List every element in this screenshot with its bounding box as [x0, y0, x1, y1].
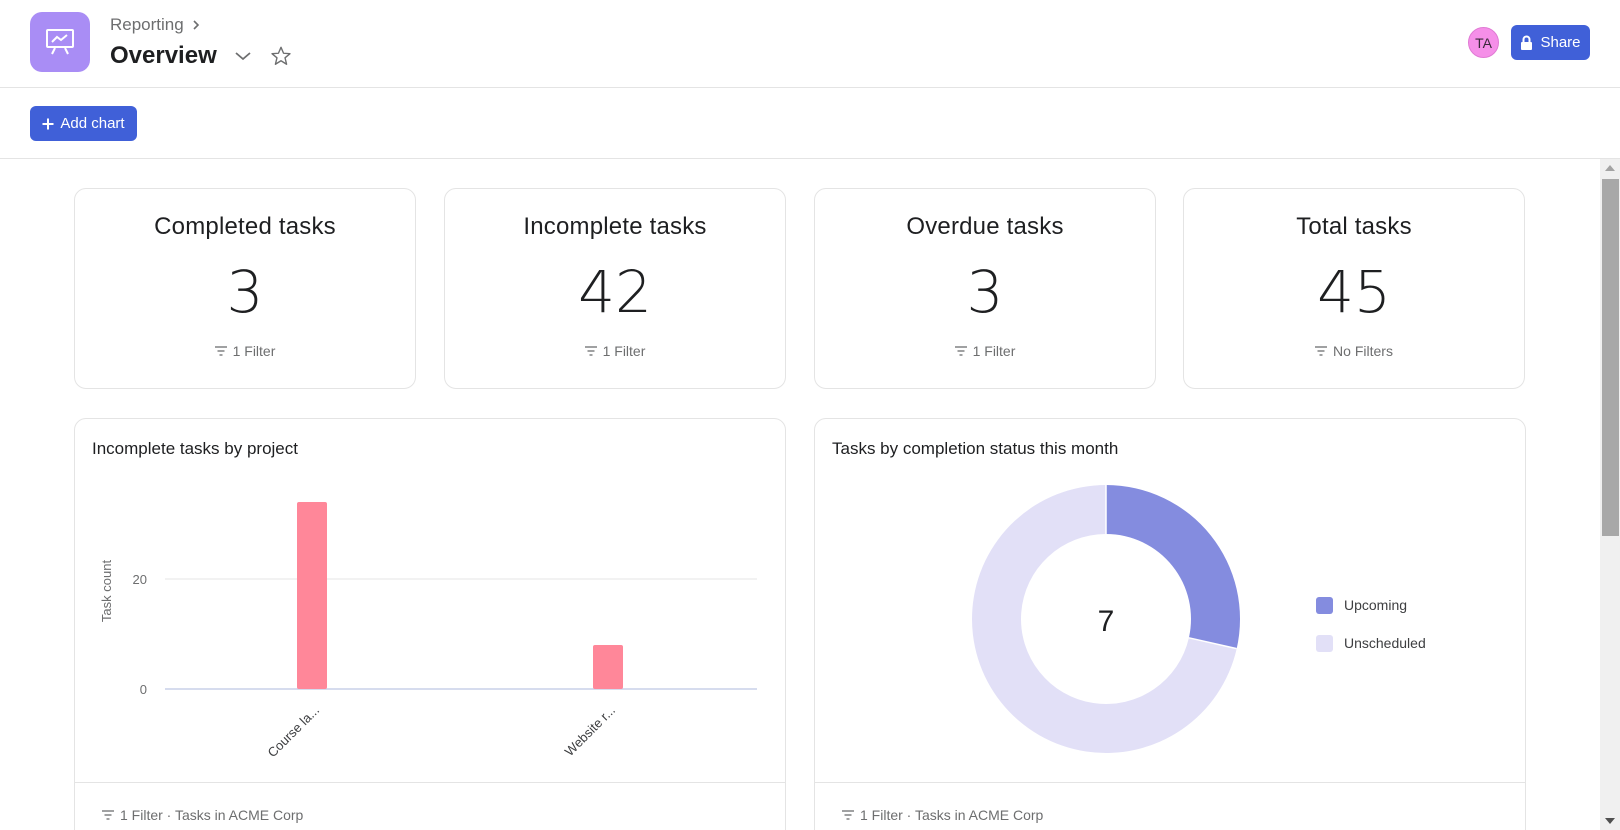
stat-title: Total tasks — [1296, 213, 1412, 240]
stat-title: Overdue tasks — [906, 213, 1064, 240]
scroll-down-button[interactable] — [1600, 812, 1620, 830]
legend-label: Upcoming — [1344, 597, 1408, 613]
filter-icon — [584, 346, 597, 356]
add-chart-button[interactable]: Add chart — [30, 106, 137, 141]
center-value: 7 — [1098, 605, 1115, 638]
chart-title: Incomplete tasks by project — [92, 439, 298, 458]
x-tick: Website r... — [562, 703, 618, 759]
filter-icon — [954, 346, 967, 356]
stat-filter: 1 Filter — [75, 343, 415, 359]
legend-label: Unscheduled — [1344, 635, 1426, 651]
arrow-up-icon — [1605, 165, 1615, 171]
stat-title: Incomplete tasks — [523, 213, 707, 240]
favorite-button[interactable] — [269, 44, 293, 68]
y-tick: 20 — [133, 572, 147, 587]
stat-value: 3 — [226, 258, 264, 326]
chart-legend: Upcoming Unscheduled — [1316, 594, 1426, 670]
breadcrumb-reporting[interactable]: Reporting — [110, 15, 184, 34]
reporting-app-icon — [30, 12, 90, 72]
filter-icon — [842, 810, 854, 820]
stat-card-overdue[interactable]: Overdue tasks 3 1 Filter — [814, 188, 1156, 389]
stat-filter: No Filters — [1184, 343, 1524, 359]
bar-course[interactable] — [297, 502, 327, 689]
filter-label: 1 Filter — [972, 343, 1016, 359]
stat-filter: 1 Filter — [815, 343, 1155, 359]
user-avatar[interactable]: TA — [1468, 27, 1499, 58]
filter-label: 1 Filter — [602, 343, 646, 359]
chart-card-completion-status[interactable]: Tasks by completion status this month 7 … — [814, 418, 1526, 830]
presentation-chart-icon — [46, 29, 74, 55]
star-icon — [271, 46, 291, 65]
stat-value: 45 — [1317, 258, 1391, 326]
share-button[interactable]: Share — [1511, 25, 1590, 60]
toolbar: Add chart — [0, 88, 1620, 159]
chart-title: Tasks by completion status this month — [832, 439, 1119, 458]
y-axis-label: Task count — [99, 560, 114, 623]
y-tick: 0 — [140, 682, 147, 697]
donut-chart: 7 — [972, 485, 1241, 753]
page-header: Reporting Overview TA Share — [0, 0, 1620, 88]
stat-value: 3 — [966, 258, 1004, 326]
swatch-upcoming — [1316, 596, 1333, 614]
chevron-right-icon — [193, 20, 199, 30]
arrow-down-icon — [1605, 818, 1615, 824]
vertical-scrollbar[interactable] — [1600, 159, 1620, 830]
legend-item-upcoming[interactable]: Upcoming — [1316, 594, 1426, 616]
bar-website[interactable] — [593, 645, 623, 689]
stat-value: 42 — [578, 258, 652, 326]
stat-title: Completed tasks — [154, 213, 336, 240]
footer-label: 1 Filter · Tasks in ACME Corp — [120, 807, 304, 823]
scroll-up-button[interactable] — [1600, 159, 1620, 177]
filter-icon — [102, 810, 114, 820]
chevron-down-icon — [235, 52, 251, 61]
plus-icon — [42, 118, 54, 129]
footer-label: 1 Filter · Tasks in ACME Corp — [860, 807, 1044, 823]
swatch-unscheduled — [1316, 634, 1333, 652]
scroll-thumb[interactable] — [1602, 179, 1619, 536]
stat-card-completed[interactable]: Completed tasks 3 1 Filter — [74, 188, 416, 389]
filter-icon — [1315, 346, 1328, 356]
stat-filter: 1 Filter — [445, 343, 785, 359]
filter-label: 1 Filter — [232, 343, 276, 359]
chart-card-incomplete-by-project[interactable]: Incomplete tasks by project 20 0 Task co… — [74, 418, 786, 830]
x-tick: Course la... — [265, 703, 323, 761]
page-title: Overview — [110, 42, 217, 69]
share-label: Share — [1540, 34, 1581, 51]
chart-footer: 1 Filter · Tasks in ACME Corp — [75, 782, 785, 830]
bar-chart: 20 0 Task count Course la... Website r..… — [99, 502, 757, 761]
stat-card-total[interactable]: Total tasks 45 No Filters — [1183, 188, 1525, 389]
dashboard-content: Completed tasks 3 1 Filter Incomplete ta… — [0, 159, 1600, 830]
chart-footer: 1 Filter · Tasks in ACME Corp — [815, 782, 1525, 830]
title-dropdown-button[interactable] — [231, 44, 255, 68]
lock-icon — [1521, 35, 1533, 50]
slice-unscheduled[interactable] — [972, 485, 1237, 753]
add-chart-label: Add chart — [60, 115, 125, 132]
legend-item-unscheduled[interactable]: Unscheduled — [1316, 632, 1426, 654]
breadcrumb[interactable]: Reporting — [110, 15, 200, 35]
stat-card-incomplete[interactable]: Incomplete tasks 42 1 Filter — [444, 188, 786, 389]
filter-label: No Filters — [1333, 343, 1393, 359]
filter-icon — [214, 346, 227, 356]
slice-upcoming[interactable] — [1106, 485, 1241, 649]
